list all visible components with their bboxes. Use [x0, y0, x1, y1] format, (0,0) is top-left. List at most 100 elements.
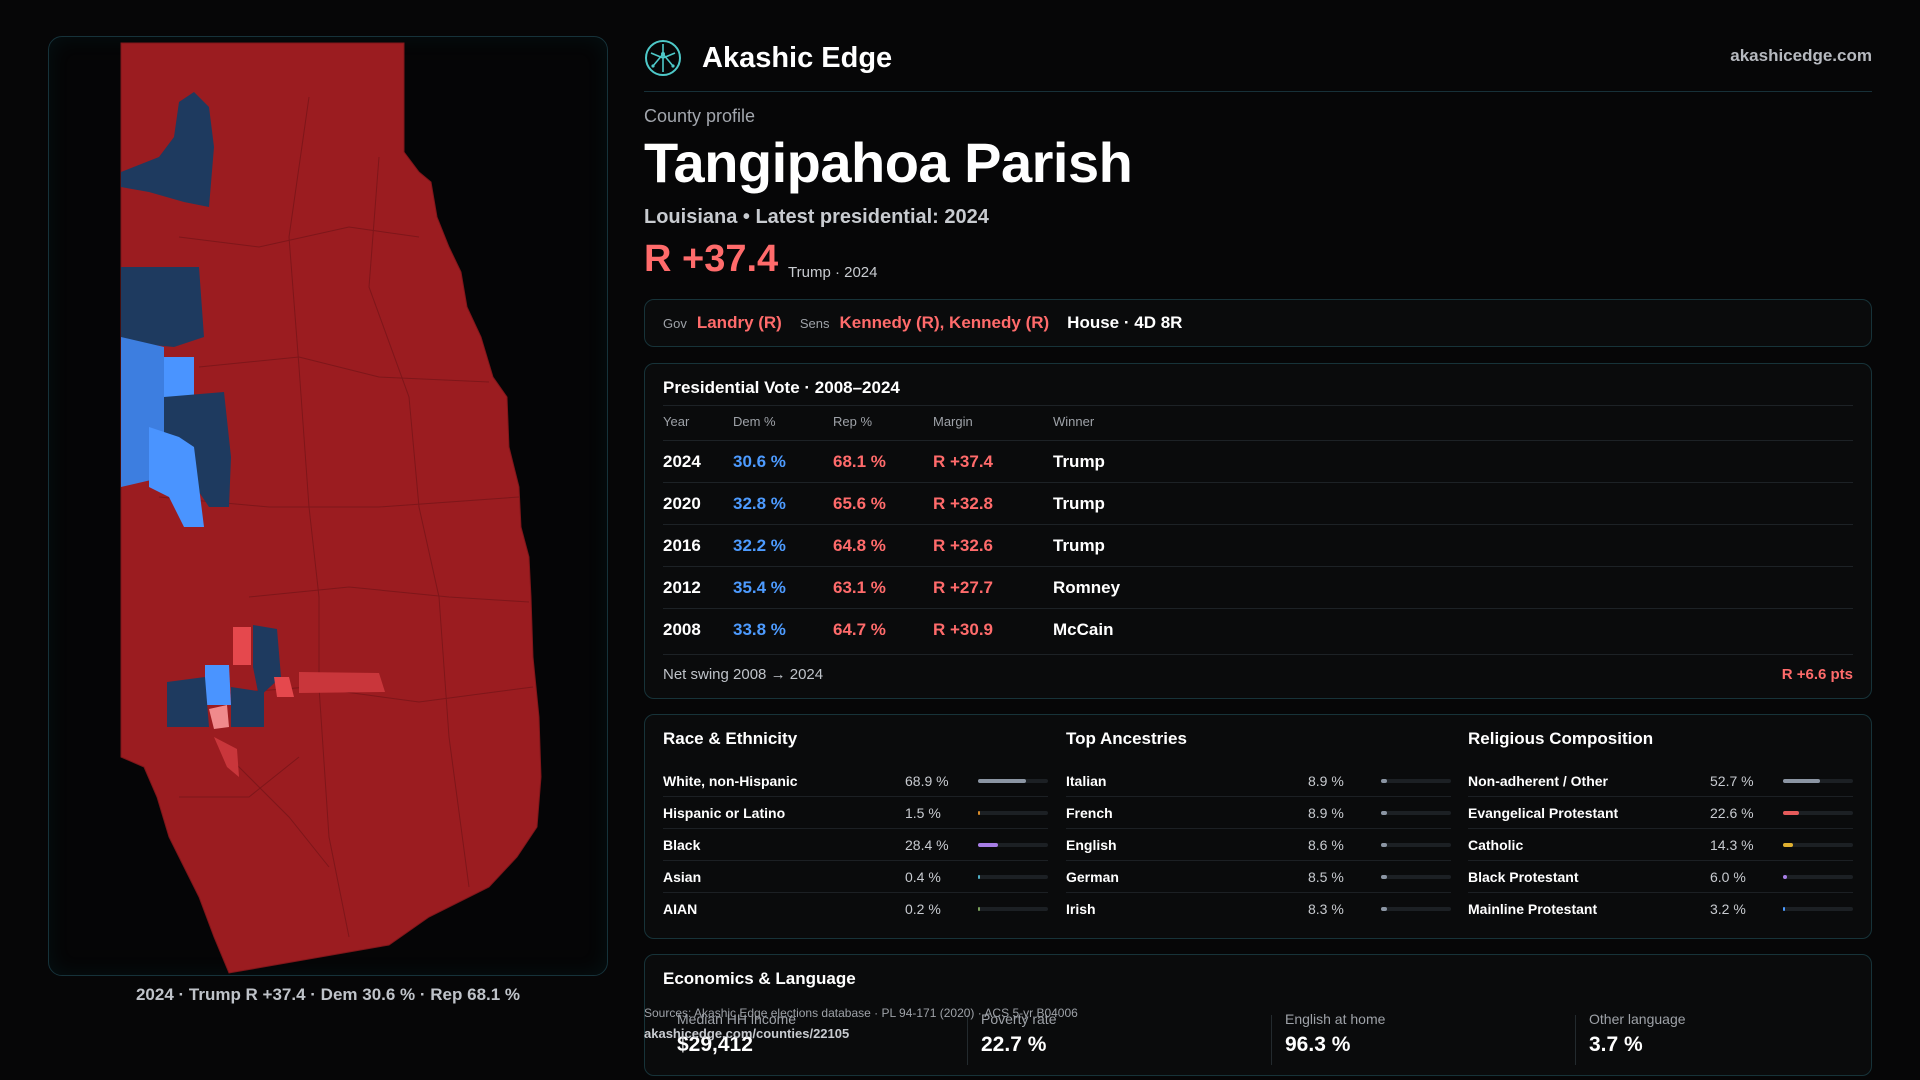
gov-value: Landry (R): [696, 313, 782, 332]
presidential-vote-title: Presidential Vote · 2008–2024: [663, 378, 900, 397]
row-margin: R +32.8: [933, 494, 994, 513]
presidential-vote-card: Presidential Vote · 2008–2024 Year Dem %…: [644, 363, 1872, 699]
demo-value: 52.7 %: [1710, 773, 1754, 789]
demo-bar-track: [1783, 843, 1853, 847]
demo-row: Mainline Protestant 3.2 %: [1468, 893, 1853, 925]
table-row[interactable]: 2020 32.8 % 65.6 % R +32.8 Trump: [645, 483, 1871, 525]
econ-divider: [1575, 1015, 1576, 1065]
demo-value: 68.9 %: [905, 773, 949, 789]
row-dem: 32.8 %: [733, 494, 786, 513]
row-year: 2024: [663, 452, 701, 471]
brand-url[interactable]: akashicedge.com: [1730, 46, 1872, 65]
demo-value: 8.9 %: [1308, 805, 1344, 821]
demo-label: English: [1066, 837, 1117, 853]
econ-value: 3.7 %: [1589, 1033, 1643, 1056]
econ-value: 22.7 %: [981, 1033, 1047, 1056]
gov-label: Gov: [663, 315, 687, 331]
demo-value: 28.4 %: [905, 837, 949, 853]
brand-name: Akashic Edge: [702, 41, 893, 74]
col-header-winner: Winner: [1053, 414, 1095, 429]
demo-row: White, non-Hispanic 68.9 %: [663, 765, 1048, 797]
table-row[interactable]: 2024 30.6 % 68.1 % R +37.4 Trump: [645, 441, 1871, 483]
constellation-logo-icon: [645, 40, 681, 76]
demo-value: 0.4 %: [905, 869, 941, 885]
row-rep: 65.6 %: [833, 494, 886, 513]
precinct-r-pale-south: [209, 705, 229, 729]
demo-bar-track: [1783, 779, 1853, 783]
demo-row: Black Protestant 6.0 %: [1468, 861, 1853, 893]
demo-bar-fill: [1381, 779, 1388, 783]
row-divider: [663, 860, 1048, 861]
row-divider: [663, 796, 1048, 797]
row-year: 2016: [663, 536, 701, 555]
row-dem: 35.4 %: [733, 578, 786, 597]
table-row[interactable]: 2012 35.4 % 63.1 % R +27.7 Romney: [645, 567, 1871, 609]
net-swing-label: Net swing 2008 → 2024: [663, 666, 824, 683]
table-row[interactable]: 2008 33.8 % 64.7 % R +30.9 McCain: [645, 609, 1871, 651]
row-year: 2008: [663, 620, 701, 639]
precinct-r-light-sw: [214, 737, 239, 777]
demo-bar-fill: [1783, 811, 1799, 815]
row-divider: [663, 828, 1048, 829]
demo-bar-track: [978, 907, 1048, 911]
demographics-card: Race & Ethnicity White, non-Hispanic 68.…: [644, 714, 1872, 939]
demo-bar-track: [1381, 843, 1451, 847]
race-ethnicity-column: Race & Ethnicity White, non-Hispanic 68.…: [663, 715, 1048, 940]
economics-title: Economics & Language: [663, 969, 856, 988]
demo-label: Italian: [1066, 773, 1107, 789]
ancestries-column: Top Ancestries Italian 8.9 % French 8.9 …: [1066, 715, 1451, 940]
brand-header[interactable]: Akashic Edge: [644, 36, 892, 80]
row-winner: Romney: [1053, 578, 1121, 597]
row-rep: 64.8 %: [833, 536, 886, 555]
demo-label: Black Protestant: [1468, 869, 1579, 885]
row-divider: [663, 482, 1853, 483]
precinct-d-south-block: [167, 677, 209, 727]
demo-bar-fill: [978, 875, 980, 879]
demo-value: 8.6 %: [1308, 837, 1344, 853]
parish-shape: [120, 42, 542, 974]
officials-card: Gov Landry (R) Sens Kennedy (R), Kennedy…: [644, 299, 1872, 347]
econ-label: Poverty rate: [981, 1011, 1057, 1027]
row-divider: [663, 608, 1853, 609]
demo-row: Italian 8.9 %: [1066, 765, 1451, 797]
demo-label: Hispanic or Latino: [663, 805, 786, 821]
demo-row: Hispanic or Latino 1.5 %: [663, 797, 1048, 829]
demo-bar-fill: [978, 811, 980, 815]
margin-headline: R +37.4: [644, 238, 779, 280]
demo-bar-track: [1381, 811, 1451, 815]
demo-bar-track: [1381, 907, 1451, 911]
demo-bar-fill: [1783, 875, 1788, 879]
precinct-map[interactable]: [49, 37, 609, 977]
demo-label: Asian: [663, 869, 702, 885]
table-row[interactable]: 2016 32.2 % 64.8 % R +32.6 Trump: [645, 525, 1871, 567]
demo-value: 22.6 %: [1710, 805, 1754, 821]
col-header-dem: Dem %: [733, 414, 776, 429]
econ-divider: [1271, 1015, 1272, 1065]
demo-bar-fill: [1381, 843, 1388, 847]
religion-title: Religious Composition: [1468, 729, 1654, 748]
row-margin: R +30.9: [933, 620, 994, 639]
row-rep: 64.7 %: [833, 620, 886, 639]
table-divider: [663, 405, 1853, 406]
demo-row: German 8.5 %: [1066, 861, 1451, 893]
precinct-d-north: [121, 92, 214, 207]
demo-row: Black 28.4 %: [663, 829, 1048, 861]
demo-label: German: [1066, 869, 1119, 885]
row-margin: R +27.7: [933, 578, 994, 597]
demo-bar-fill: [1783, 907, 1786, 911]
row-year: 2012: [663, 578, 701, 597]
page-eyebrow: County profile: [644, 106, 756, 126]
econ-label: English at home: [1285, 1011, 1386, 1027]
econ-divider: [967, 1015, 968, 1065]
demo-value: 0.2 %: [905, 901, 941, 917]
col-header-year: Year: [663, 414, 690, 429]
row-year: 2020: [663, 494, 701, 513]
row-divider: [1066, 892, 1451, 893]
demo-bar-track: [978, 843, 1048, 847]
demo-row: Asian 0.4 %: [663, 861, 1048, 893]
precinct-map-panel[interactable]: [48, 36, 608, 976]
row-divider: [1468, 796, 1853, 797]
sources-url[interactable]: akashicedge.com/counties/22105: [644, 1026, 850, 1041]
demo-label: French: [1066, 805, 1113, 821]
demo-row: Catholic 14.3 %: [1468, 829, 1853, 861]
